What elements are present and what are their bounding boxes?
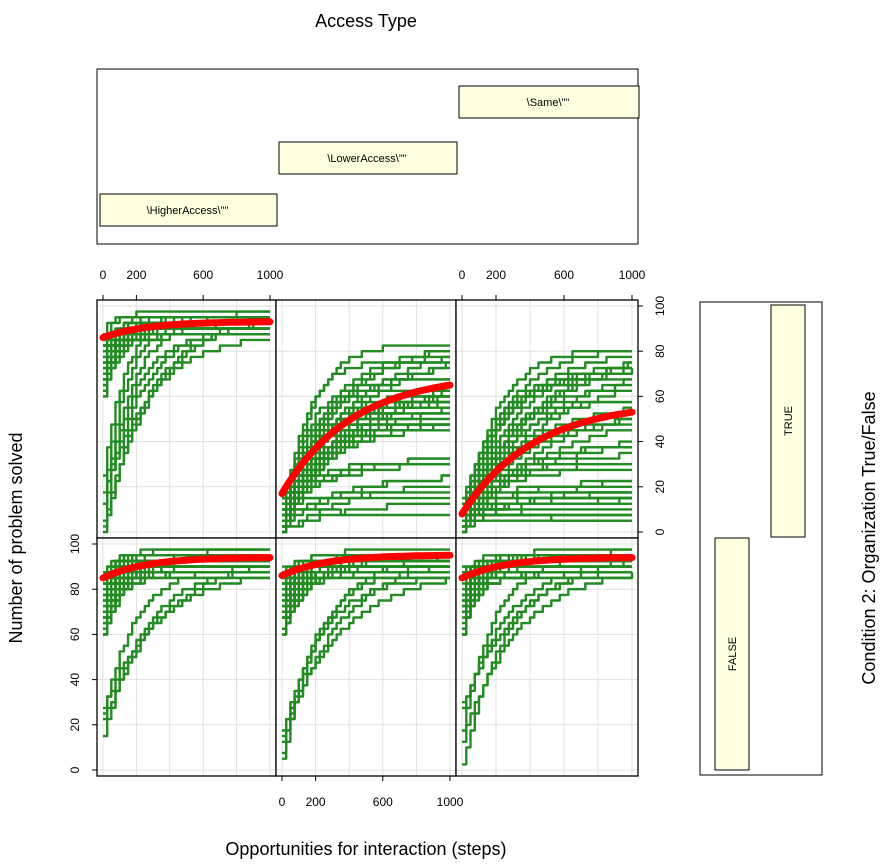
run-line (103, 571, 270, 738)
right-key-title: Condition 2: Organization True/False (859, 391, 879, 684)
top-key-strip-0: \HigherAccess\"" (99, 193, 278, 227)
y-tick-label: 100 (653, 296, 667, 316)
right-key-label: FALSE (727, 637, 739, 671)
run-line (462, 513, 632, 522)
mean-line (278, 551, 454, 580)
top-key-strip-2: \Same\"" (458, 85, 640, 119)
x-tick-label: 0 (279, 795, 286, 809)
y-tick-label: 0 (653, 528, 667, 535)
top-key-box (96, 68, 639, 245)
run-line (462, 496, 632, 517)
run-curves (282, 548, 450, 760)
x-tick-label: 1000 (257, 268, 284, 282)
right-key-strip-true: TRUE (770, 304, 806, 538)
x-tick-label: 0 (100, 268, 107, 282)
run-line (103, 565, 270, 715)
top-x-axis-2: 0 200 600 1000 (459, 268, 646, 300)
top-key-label: \LowerAccess\"" (327, 153, 406, 165)
y-tick-label: 100 (68, 534, 82, 554)
mean-line (458, 554, 636, 582)
x-tick-label: 600 (373, 795, 393, 809)
right-key-strip-false: FALSE (714, 537, 750, 771)
mean-line (278, 381, 454, 498)
run-line (462, 468, 632, 505)
run-line (282, 474, 450, 528)
right-y-axis-0: 0 20 40 60 80 100 (638, 296, 667, 535)
run-line (462, 366, 632, 511)
run-line (282, 355, 450, 517)
mean-line (99, 554, 274, 582)
left-y-axis-1: 0 20 40 60 80 100 (68, 534, 97, 773)
run-line (282, 400, 450, 511)
y-tick-label: 60 (68, 627, 82, 641)
y-tick-label: 40 (653, 435, 667, 449)
run-line (462, 350, 632, 522)
run-line (103, 548, 270, 580)
run-line (282, 423, 450, 517)
x-tick-label: 1000 (619, 268, 646, 282)
x-tick-label: 200 (126, 268, 146, 282)
run-line (462, 417, 632, 528)
y-tick-label: 40 (68, 673, 82, 687)
y-tick-label: 20 (68, 718, 82, 732)
run-line (462, 479, 632, 522)
run-line (462, 361, 632, 534)
panel-grid (97, 538, 276, 776)
run-line (282, 571, 450, 613)
run-line (282, 502, 450, 534)
run-line (103, 576, 270, 710)
run-curves (282, 344, 450, 534)
y-tick-label: 0 (68, 766, 82, 773)
top-key-label: \HigherAccess\"" (147, 205, 229, 217)
top-x-axis-0: 0 200 600 1000 (100, 268, 284, 300)
run-line (282, 417, 450, 534)
top-key-strip-1: \LowerAccess\"" (278, 141, 458, 175)
panel-false-2 (455, 537, 639, 777)
x-axis-title: Opportunities for interaction (steps) (225, 839, 506, 859)
x-tick-label: 600 (193, 268, 213, 282)
x-tick-label: 200 (306, 795, 326, 809)
panel-true-1 (275, 299, 457, 539)
run-line (282, 576, 450, 732)
right-key-label: TRUE (783, 406, 795, 436)
x-tick-label: 600 (554, 268, 574, 282)
y-tick-label: 60 (653, 389, 667, 403)
bottom-x-axis-1: 0 200 600 1000 (279, 776, 464, 809)
x-tick-label: 200 (486, 268, 506, 282)
mean-line (99, 318, 274, 342)
y-tick-label: 80 (653, 344, 667, 358)
right-key-box (699, 301, 823, 776)
panel-true-0 (96, 299, 277, 539)
mean-line (458, 408, 636, 518)
panel-false-1 (275, 537, 457, 777)
y-tick-label: 80 (68, 582, 82, 596)
y-tick-label: 20 (653, 480, 667, 494)
y-axis-title: Number of problem solved (6, 432, 26, 643)
run-line (282, 344, 450, 528)
panel-true-2 (455, 299, 639, 539)
top-key-title: Access Type (315, 11, 417, 31)
run-line (462, 378, 632, 517)
run-line (282, 491, 450, 505)
x-tick-label: 0 (459, 268, 466, 282)
panel-false-0 (96, 537, 277, 777)
x-tick-label: 1000 (437, 795, 464, 809)
top-key-label: \Same\"" (527, 97, 570, 109)
